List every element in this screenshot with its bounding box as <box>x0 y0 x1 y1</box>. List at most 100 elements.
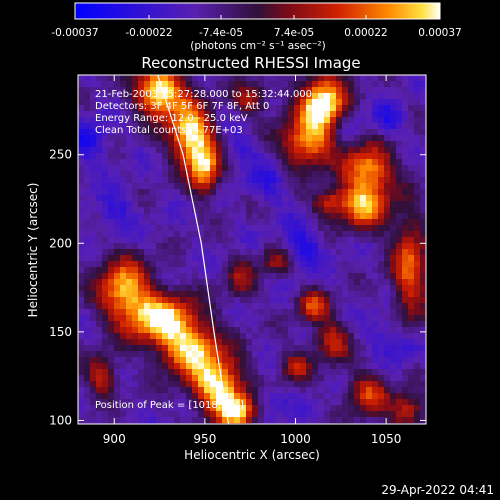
heatmap-cell <box>336 315 343 322</box>
heatmap-cell <box>372 303 379 310</box>
heatmap-cell <box>300 387 307 394</box>
heatmap-cell <box>138 351 145 358</box>
heatmap-cell <box>276 225 283 232</box>
heatmap-cell <box>84 249 91 256</box>
heatmap-cell <box>264 153 271 160</box>
heatmap-cell <box>120 255 127 262</box>
heatmap-cell <box>90 87 97 94</box>
heatmap-cell <box>162 207 169 214</box>
heatmap-cell <box>378 369 385 376</box>
heatmap-cell <box>324 273 331 280</box>
heatmap-cell <box>114 237 121 244</box>
heatmap-cell <box>234 363 241 370</box>
heatmap-cell <box>84 333 91 340</box>
heatmap-cell <box>342 369 349 376</box>
heatmap-cell <box>216 291 223 298</box>
heatmap-cell <box>234 81 241 88</box>
heatmap-cell <box>342 375 349 382</box>
heatmap-cell <box>336 159 343 166</box>
heatmap-cell <box>318 99 325 106</box>
heatmap-cell <box>84 291 91 298</box>
heatmap-cell <box>114 207 121 214</box>
heatmap-cell <box>120 87 127 94</box>
heatmap-cell <box>228 195 235 202</box>
heatmap-cell <box>84 237 91 244</box>
heatmap-cell <box>306 165 313 172</box>
heatmap-cell <box>246 405 253 412</box>
heatmap-cell <box>402 417 409 424</box>
heatmap-cell <box>312 393 319 400</box>
heatmap-cell <box>78 249 85 256</box>
heatmap-cell <box>318 255 325 262</box>
heatmap-cell <box>186 117 193 124</box>
heatmap-cell <box>264 333 271 340</box>
heatmap-cell <box>228 177 235 184</box>
heatmap-cell <box>384 243 391 250</box>
heatmap-cell <box>402 165 409 172</box>
heatmap-cell <box>198 111 205 118</box>
heatmap-cell <box>342 345 349 352</box>
heatmap-cell <box>144 153 151 160</box>
heatmap-cell <box>300 303 307 310</box>
heatmap-cell <box>174 381 181 388</box>
heatmap-cell <box>264 291 271 298</box>
heatmap-cell <box>390 171 397 178</box>
heatmap-cell <box>306 159 313 166</box>
heatmap-cell <box>288 417 295 424</box>
heatmap-cell <box>150 303 157 310</box>
heatmap-cell <box>84 399 91 406</box>
heatmap-cell <box>306 75 313 82</box>
heatmap-cell <box>318 81 325 88</box>
heatmap-cell <box>222 255 229 262</box>
heatmap-cell <box>366 357 373 364</box>
heatmap-cell <box>102 213 109 220</box>
heatmap-cell <box>270 135 277 142</box>
heatmap-cell <box>336 81 343 88</box>
heatmap-cell <box>396 237 403 244</box>
heatmap-cell <box>114 387 121 394</box>
heatmap-cell <box>264 123 271 130</box>
heatmap-cell <box>84 357 91 364</box>
heatmap-cell <box>216 387 223 394</box>
heatmap-cell <box>174 99 181 106</box>
heatmap-cell <box>192 321 199 328</box>
heatmap-cell <box>324 279 331 286</box>
heatmap-cell <box>384 309 391 316</box>
colorbar-ticks: -0.00037 -0.00022 -7.4e-05 7.4e-05 0.00022 0.… <box>51 15 462 39</box>
heatmap-cell <box>168 219 175 226</box>
heatmap-cell <box>138 213 145 220</box>
heatmap-cell <box>162 339 169 346</box>
heatmap-cell <box>174 249 181 256</box>
heatmap-cell <box>186 123 193 130</box>
heatmap-cell <box>378 237 385 244</box>
heatmap-cell <box>228 159 235 166</box>
heatmap-cell <box>264 99 271 106</box>
heatmap-cell <box>276 183 283 190</box>
heatmap-cell <box>378 381 385 388</box>
heatmap-cell <box>234 147 241 154</box>
heatmap-cell <box>150 327 157 334</box>
heatmap-cell <box>324 381 331 388</box>
heatmap-cell <box>402 225 409 232</box>
heatmap-cell <box>108 417 115 424</box>
heatmap-cell <box>348 297 355 304</box>
heatmap-cell <box>330 177 337 184</box>
heatmap-cell <box>204 387 211 394</box>
heatmap-cell <box>258 387 265 394</box>
heatmap-cell <box>234 189 241 196</box>
heatmap-cell <box>336 285 343 292</box>
heatmap-cell <box>138 381 145 388</box>
heatmap-cell <box>258 279 265 286</box>
heatmap-cell <box>312 171 319 178</box>
heatmap-cell <box>240 171 247 178</box>
heatmap-cell <box>306 171 313 178</box>
heatmap-cell <box>372 105 379 112</box>
heatmap-cell <box>390 327 397 334</box>
heatmap-cell <box>378 279 385 286</box>
heatmap-cell <box>342 273 349 280</box>
heatmap-cell <box>156 327 163 334</box>
heatmap-cell <box>90 165 97 172</box>
heatmap-cell <box>300 147 307 154</box>
heatmap-cell <box>204 153 211 160</box>
heatmap-cell <box>120 381 127 388</box>
